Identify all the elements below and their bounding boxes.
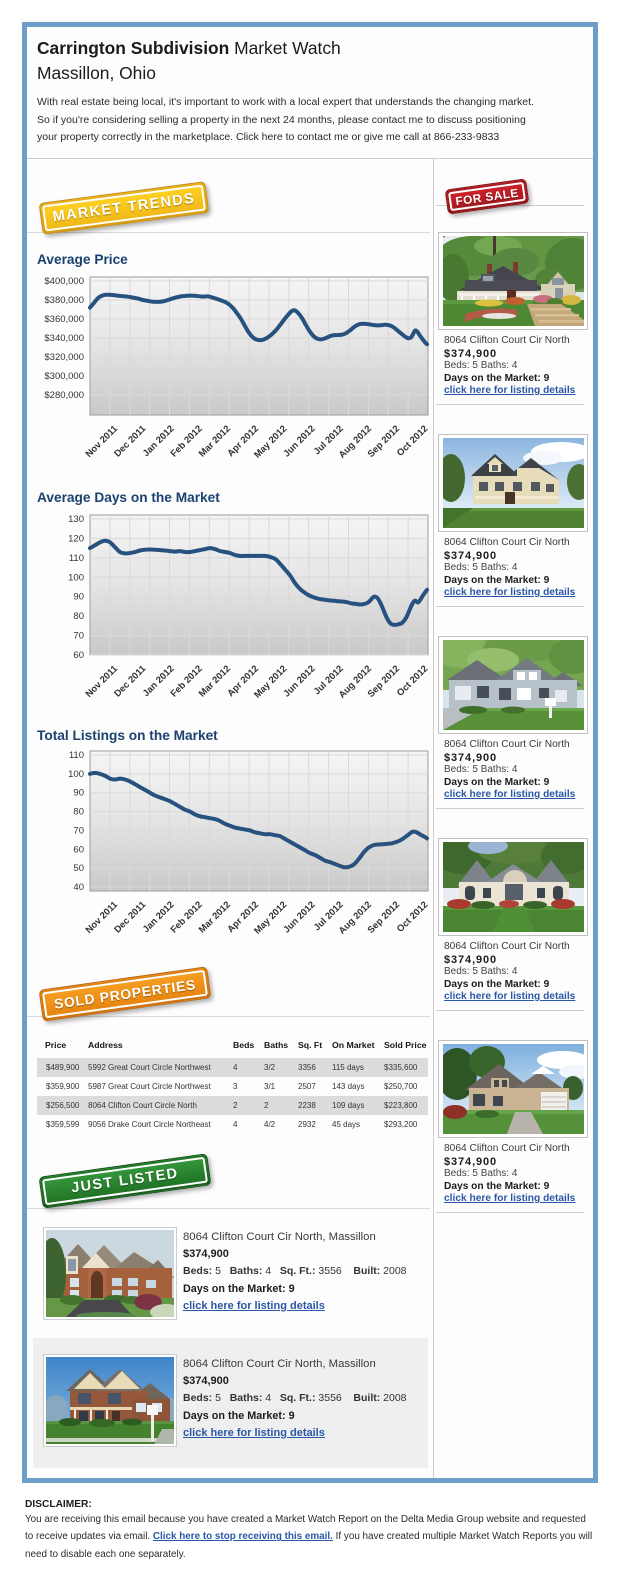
svg-text:$380,000: $380,000 — [44, 295, 84, 306]
svg-text:100: 100 — [68, 769, 84, 780]
svg-text:Oct 2012: Oct 2012 — [394, 899, 429, 934]
svg-text:$320,000: $320,000 — [44, 352, 84, 363]
svg-text:Oct 2012: Oct 2012 — [394, 423, 429, 458]
svg-text:110: 110 — [69, 750, 84, 761]
svg-text:50: 50 — [73, 863, 84, 874]
svg-text:$300,000: $300,000 — [44, 371, 84, 382]
svg-text:110: 110 — [69, 553, 84, 564]
svg-text:100: 100 — [68, 572, 84, 583]
svg-text:80: 80 — [73, 611, 84, 622]
svg-text:70: 70 — [73, 631, 84, 642]
svg-text:60: 60 — [73, 650, 84, 661]
svg-text:$400,000: $400,000 — [44, 276, 84, 287]
svg-text:70: 70 — [73, 825, 84, 836]
svg-text:$360,000: $360,000 — [44, 314, 84, 325]
svg-text:130: 130 — [68, 514, 84, 525]
svg-text:90: 90 — [73, 592, 84, 603]
svg-text:90: 90 — [73, 788, 84, 799]
svg-text:$340,000: $340,000 — [44, 333, 84, 344]
svg-text:40: 40 — [73, 882, 84, 893]
svg-text:60: 60 — [73, 844, 84, 855]
svg-text:80: 80 — [73, 807, 84, 818]
svg-text:120: 120 — [68, 533, 84, 544]
svg-text:$280,000: $280,000 — [44, 390, 84, 401]
svg-text:Oct 2012: Oct 2012 — [394, 663, 429, 698]
